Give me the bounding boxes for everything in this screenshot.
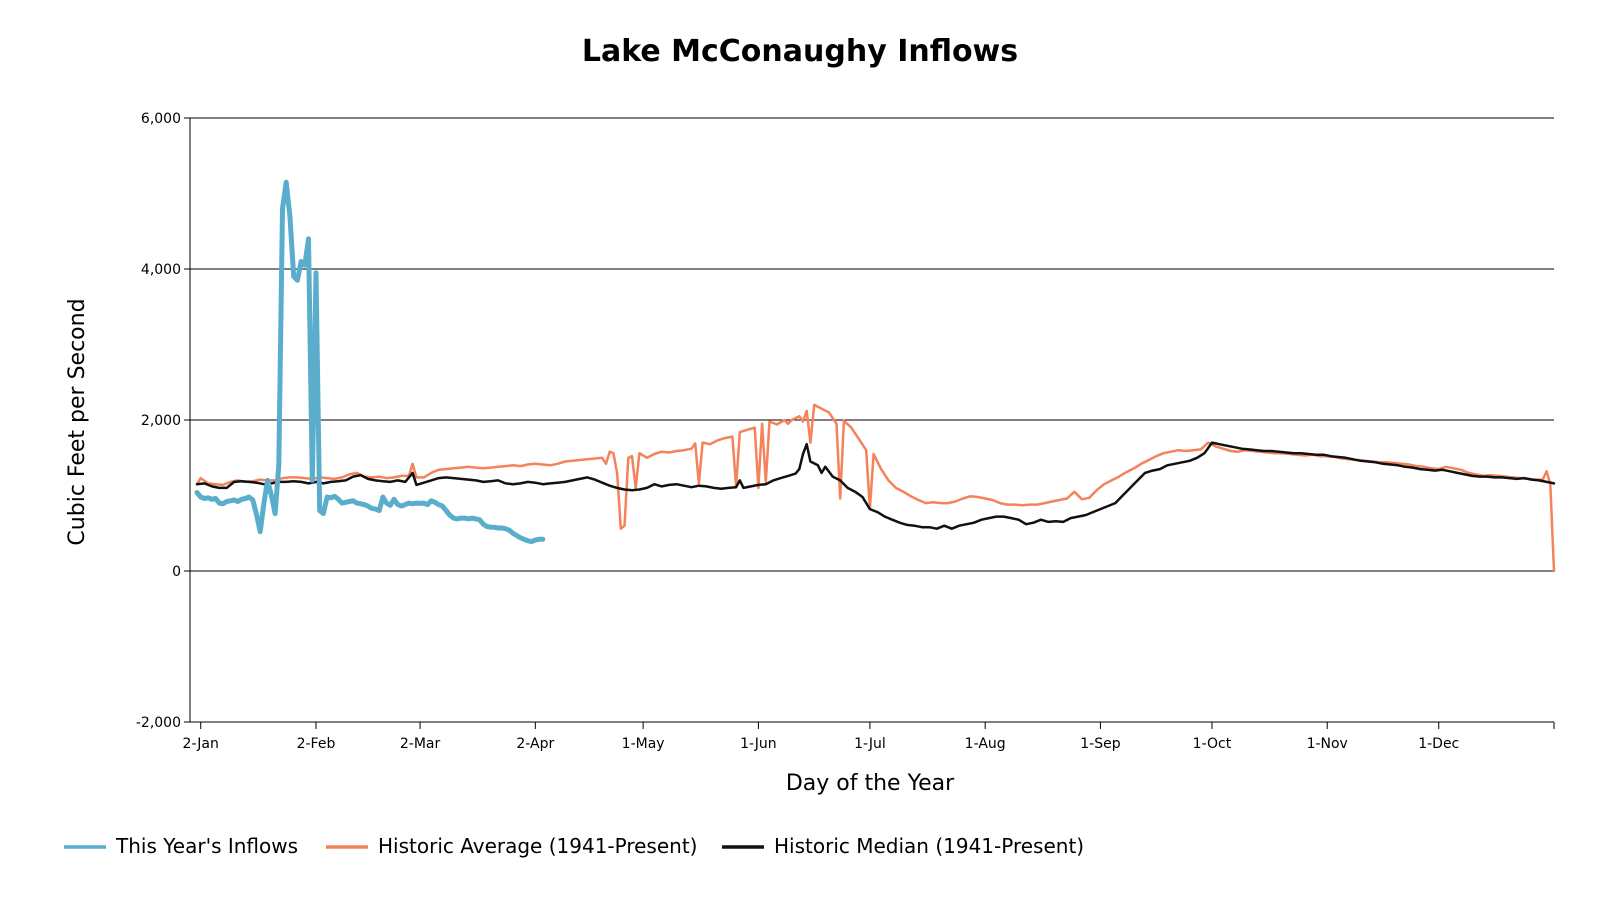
- y-tick-label: 4,000: [141, 262, 181, 278]
- series-line-historic-median: [195, 441, 1556, 530]
- y-tick-label: -2,000: [136, 715, 181, 731]
- series-line-this-year: [194, 179, 546, 545]
- x-tick-label: 2-Feb: [297, 736, 336, 752]
- x-tick-label: 1-Oct: [1193, 736, 1232, 752]
- y-axis-label: Cubic Feet per Second: [65, 298, 90, 545]
- y-tick-label: 0: [172, 564, 181, 580]
- axis-layer: -2,000 0 2,000 4,000 6,000 2-Jan 2-Feb 2-Mar 2-A…: [136, 111, 1555, 752]
- legend-item: Historic Average (1941-Present): [326, 834, 697, 858]
- legend-item: Historic Median (1941-Present): [722, 834, 1084, 858]
- x-tick-label: 1-Dec: [1418, 736, 1459, 752]
- chart-title: Lake McConaughy Inflows: [582, 34, 1018, 69]
- y-tick-label: 2,000: [141, 413, 181, 429]
- x-tick-label: 2-Mar: [400, 736, 441, 752]
- x-tick-label: 1-Nov: [1307, 736, 1348, 752]
- legend: This Year's Inflows Historic Average (194…: [64, 834, 1084, 858]
- grid-layer: [190, 117, 1554, 723]
- x-tick-label: 2-Jan: [183, 736, 219, 752]
- x-axis-label: Day of the Year: [786, 771, 955, 796]
- series-line-historic-average: [195, 403, 1556, 573]
- x-tick-label: 1-Aug: [965, 736, 1006, 752]
- x-tick-label: 1-Jul: [854, 736, 886, 752]
- y-tick-label: 6,000: [141, 111, 181, 127]
- x-tick-label: 2-Apr: [516, 736, 554, 752]
- x-tick-label: 1-Jun: [740, 736, 777, 752]
- x-tick-label: 1-May: [622, 736, 665, 752]
- legend-label: Historic Average (1941-Present): [378, 834, 697, 858]
- legend-label: This Year's Inflows: [115, 834, 298, 858]
- legend-label: Historic Median (1941-Present): [774, 834, 1084, 858]
- legend-item: This Year's Inflows: [64, 834, 298, 858]
- series-layer: [194, 179, 1556, 573]
- x-tick-label: 1-Sep: [1080, 736, 1120, 752]
